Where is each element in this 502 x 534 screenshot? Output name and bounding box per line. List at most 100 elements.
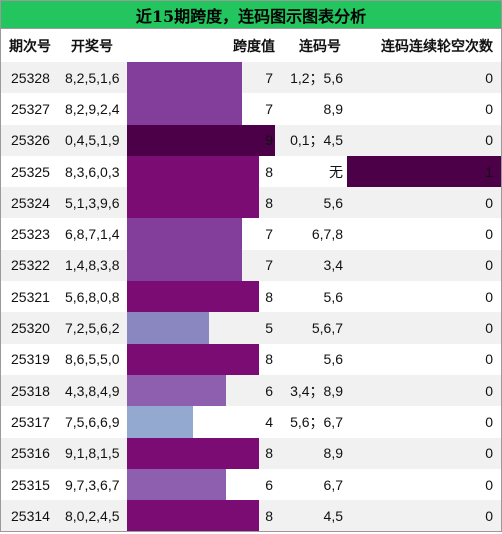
span-bar — [127, 281, 259, 313]
lianma-cell: 5,6,7 — [311, 320, 343, 337]
span-bar — [127, 218, 243, 250]
count-value: 0 — [485, 194, 493, 211]
count-bar — [347, 155, 501, 188]
span-bar — [127, 155, 259, 188]
span-bar — [127, 62, 243, 94]
count-value: 0 — [485, 445, 493, 462]
span-cell: 4 — [127, 406, 275, 438]
lianma-cell: 5,6 — [323, 351, 343, 368]
span-value: 9 — [265, 132, 273, 149]
period-cell: 25320 — [11, 320, 50, 337]
span-cell: 9 — [127, 124, 275, 156]
count-cell: 0 — [347, 62, 501, 93]
count-value: 1 — [485, 163, 493, 180]
period-cell: 25326 — [11, 132, 50, 149]
draw-cell: 8,3,6,0,3 — [65, 163, 120, 180]
draw-cell: 9,7,3,6,7 — [65, 476, 120, 493]
count-value: 0 — [485, 257, 493, 274]
table-row: 25326 0,4,5,1,9 9 0,1；4,5 0 — [1, 124, 501, 156]
count-value: 0 — [485, 288, 493, 305]
draw-cell: 8,0,2,4,5 — [65, 507, 120, 524]
count-value: 0 — [485, 100, 493, 117]
count-cell: 0 — [347, 375, 501, 406]
span-cell: 6 — [127, 468, 275, 501]
draw-cell: 4,3,8,4,9 — [65, 382, 120, 399]
lianma-cell: 5,6；6,7 — [290, 413, 343, 430]
period-cell: 25325 — [11, 163, 50, 180]
period-cell: 25324 — [11, 194, 50, 211]
span-value: 7 — [265, 69, 273, 86]
table-row: 25319 8,6,5,5,0 8 5,6 0 — [1, 343, 501, 375]
span-cell: 8 — [127, 187, 275, 219]
count-value: 0 — [485, 351, 493, 368]
count-cell: 0 — [347, 406, 501, 437]
count-cell: 0 — [347, 312, 501, 343]
span-bar — [127, 249, 243, 282]
span-value: 8 — [265, 288, 273, 305]
period-cell: 25317 — [11, 413, 50, 430]
period-cell: 25319 — [11, 351, 50, 368]
header-count-label: 连码连续轮空次数 — [381, 37, 493, 54]
lianma-cell: 6,7,8 — [311, 226, 343, 243]
count-cell: 0 — [347, 500, 501, 531]
table-header: 期次号 开奖号 跨度值 连码号 连码连续轮空次数 — [1, 29, 501, 62]
span-cell: 8 — [127, 343, 275, 375]
draw-cell: 7,5,6,6,9 — [65, 413, 120, 430]
span-bar — [127, 406, 193, 438]
draw-cell: 8,6,5,5,0 — [65, 351, 120, 368]
table-row: 25328 8,2,5,1,6 7 1,2；5,6 0 — [1, 62, 501, 94]
span-bar — [127, 124, 275, 156]
table-row: 25321 5,6,8,0,8 8 5,6 0 — [1, 281, 501, 313]
span-bar — [127, 93, 243, 125]
header-span-label: 跨度值 — [233, 37, 275, 54]
span-cell: 8 — [127, 281, 275, 313]
draw-cell: 9,1,8,1,5 — [65, 445, 120, 462]
span-value: 8 — [265, 194, 273, 211]
span-bar — [127, 343, 259, 375]
span-bar — [127, 374, 226, 407]
table-row: 25318 4,3,8,4,9 6 3,4；8,9 0 — [1, 374, 501, 407]
count-cell: 0 — [347, 438, 501, 469]
page-title: 近15期跨度，连码图示图表分析 — [1, 1, 501, 29]
count-value: 0 — [485, 382, 493, 399]
span-cell: 8 — [127, 500, 275, 532]
span-value: 5 — [265, 320, 273, 337]
table-row: 25324 5,1,3,9,6 8 5,6 0 — [1, 187, 501, 219]
count-cell: 0 — [347, 218, 501, 249]
header-draw: 开奖号 — [71, 37, 113, 54]
draw-cell: 6,8,7,1,4 — [65, 226, 120, 243]
period-cell: 25321 — [11, 288, 50, 305]
period-cell: 25314 — [11, 507, 50, 524]
count-cell: 1 — [347, 155, 501, 188]
header-period: 期次号 — [9, 37, 51, 54]
table-row: 25320 7,2,5,6,2 5 5,6,7 0 — [1, 312, 501, 344]
table-row: 25315 9,7,3,6,7 6 6,7 0 — [1, 468, 501, 501]
lianma-cell: 8,9 — [323, 100, 343, 117]
draw-cell: 5,6,8,0,8 — [65, 288, 120, 305]
table-row: 25316 9,1,8,1,5 8 8,9 0 — [1, 437, 501, 469]
span-value: 7 — [265, 100, 273, 117]
lianma-cell: 3,4；8,9 — [290, 382, 343, 399]
count-cell: 0 — [347, 93, 501, 124]
lianma-cell: 5,6 — [323, 288, 343, 305]
span-bar — [127, 500, 259, 532]
period-cell: 25316 — [11, 445, 50, 462]
lianma-cell: 1,2；5,6 — [290, 69, 343, 86]
count-cell: 0 — [347, 344, 501, 375]
span-value: 7 — [265, 226, 273, 243]
count-value: 0 — [485, 320, 493, 337]
draw-cell: 7,2,5,6,2 — [65, 320, 120, 337]
span-cell: 7 — [127, 62, 275, 94]
draw-cell: 0,4,5,1,9 — [65, 132, 120, 149]
count-value: 0 — [485, 476, 493, 493]
count-value: 0 — [485, 132, 493, 149]
lianma-cell: 8,9 — [323, 445, 343, 462]
span-value: 8 — [265, 163, 273, 180]
count-cell: 0 — [347, 469, 501, 500]
span-value: 8 — [265, 507, 273, 524]
span-value: 8 — [265, 351, 273, 368]
span-bar — [127, 312, 210, 344]
span-cell: 7 — [127, 93, 275, 125]
count-value: 0 — [485, 226, 493, 243]
